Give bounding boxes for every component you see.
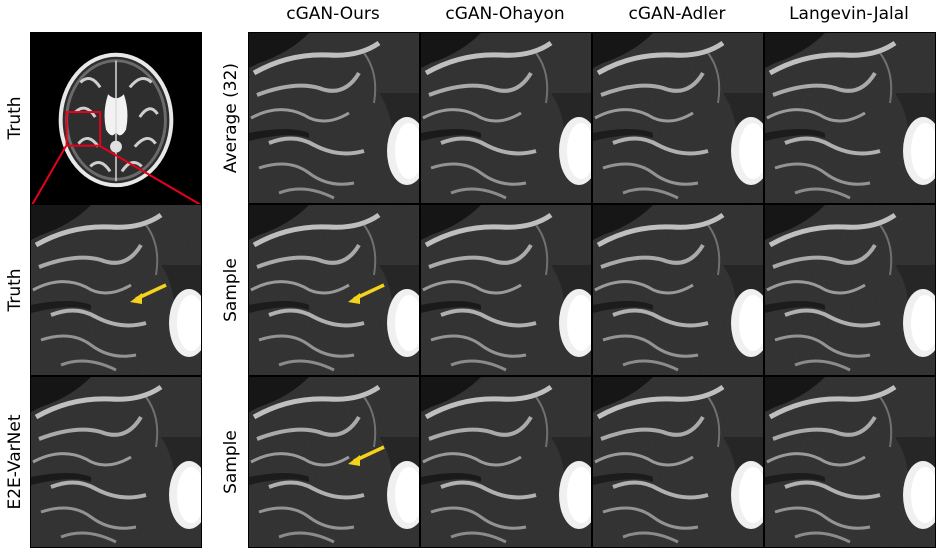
average-cgan-ohayon-image (420, 32, 592, 204)
column-title-cgan-ours: cGAN-Ours (286, 4, 380, 24)
sample2-langevin-jalal-image (764, 376, 936, 548)
sample2-cgan-adler-image (592, 376, 764, 548)
row-label-truth-crop: Truth (5, 268, 25, 312)
row-label-sample-2: Sample (221, 430, 241, 494)
average-langevin-jalal-image (764, 32, 936, 204)
zoom-region-box (65, 111, 102, 147)
row-label-average: Average (32) (221, 62, 241, 174)
row-label-e2e-varnet: E2E-VarNet (5, 414, 25, 510)
sample1-cgan-adler-image (592, 204, 764, 376)
truth-crop-image (30, 204, 202, 376)
e2e-varnet-crop-image (30, 376, 202, 548)
column-title-cgan-ohayon: cGAN-Ohayon (445, 4, 565, 24)
sample1-cgan-ohayon-image (420, 204, 592, 376)
sample1-langevin-jalal-image (764, 204, 936, 376)
truth-full-brain-image (30, 32, 202, 204)
average-cgan-ours-image (248, 32, 420, 204)
sample2-cgan-ohayon-image (420, 376, 592, 548)
sample1-cgan-ours-image (248, 204, 420, 376)
average-cgan-adler-image (592, 32, 764, 204)
row-label-sample-1: Sample (221, 258, 241, 322)
column-title-cgan-adler: cGAN-Adler (628, 4, 726, 24)
row-label-truth-full: Truth (5, 96, 25, 140)
column-title-langevin-jalal: Langevin-Jalal (789, 4, 909, 24)
sample2-cgan-ours-image (248, 376, 420, 548)
